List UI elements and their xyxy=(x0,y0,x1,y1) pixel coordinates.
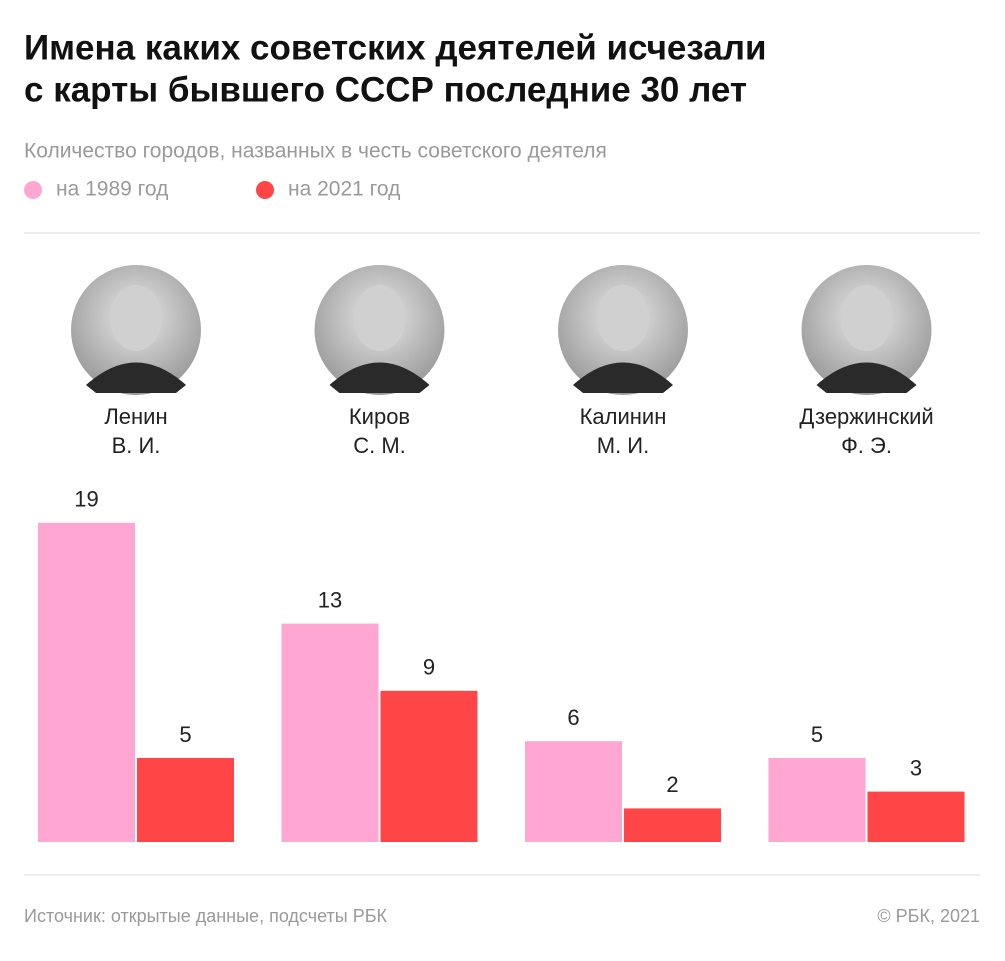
value-label: 13 xyxy=(318,587,342,612)
category-label: В. И. xyxy=(112,433,161,458)
chart-title: с карты бывшего СССР последние 30 лет xyxy=(24,70,747,109)
category-label: С. М. xyxy=(353,433,406,458)
portrait-face xyxy=(110,285,162,351)
chart-title: Имена каких советских деятелей исчезали xyxy=(24,28,767,67)
bar xyxy=(525,741,622,842)
category-label: Ленин xyxy=(104,404,167,429)
bar xyxy=(624,808,721,842)
category-label: Ф. Э. xyxy=(841,433,892,458)
portrait-body xyxy=(329,362,430,393)
portrait-face xyxy=(840,285,893,351)
bar xyxy=(768,758,866,842)
category-label: Киров xyxy=(349,404,410,429)
bar xyxy=(867,791,965,842)
value-label: 5 xyxy=(179,722,191,747)
source: Источник: открытые данные, подсчеты РБК xyxy=(24,906,388,926)
portrait-body xyxy=(816,362,917,393)
value-label: 3 xyxy=(910,755,922,780)
chart-subtitle: Количество городов, названных в честь со… xyxy=(24,140,607,163)
category-label: М. И. xyxy=(597,433,649,458)
portrait-face xyxy=(353,285,406,351)
legend-marker xyxy=(24,181,42,199)
bar xyxy=(380,690,478,842)
category-label: Калинин xyxy=(580,404,667,429)
value-label: 19 xyxy=(74,487,98,512)
bar xyxy=(137,758,234,842)
credit: © РБК, 2021 xyxy=(877,906,980,926)
bar xyxy=(281,623,379,842)
portrait-body xyxy=(86,362,186,393)
portrait-face xyxy=(597,285,649,351)
value-label: 6 xyxy=(567,705,579,730)
value-label: 9 xyxy=(423,655,435,680)
legend-label: на 1989 год xyxy=(56,178,168,201)
value-label: 2 xyxy=(666,772,678,797)
legend-label: на 2021 год xyxy=(288,178,400,201)
bar xyxy=(38,522,135,842)
value-label: 5 xyxy=(811,722,823,747)
category-label: Дзержинский xyxy=(799,404,933,429)
legend-marker xyxy=(256,181,274,199)
portrait-body xyxy=(573,362,673,393)
